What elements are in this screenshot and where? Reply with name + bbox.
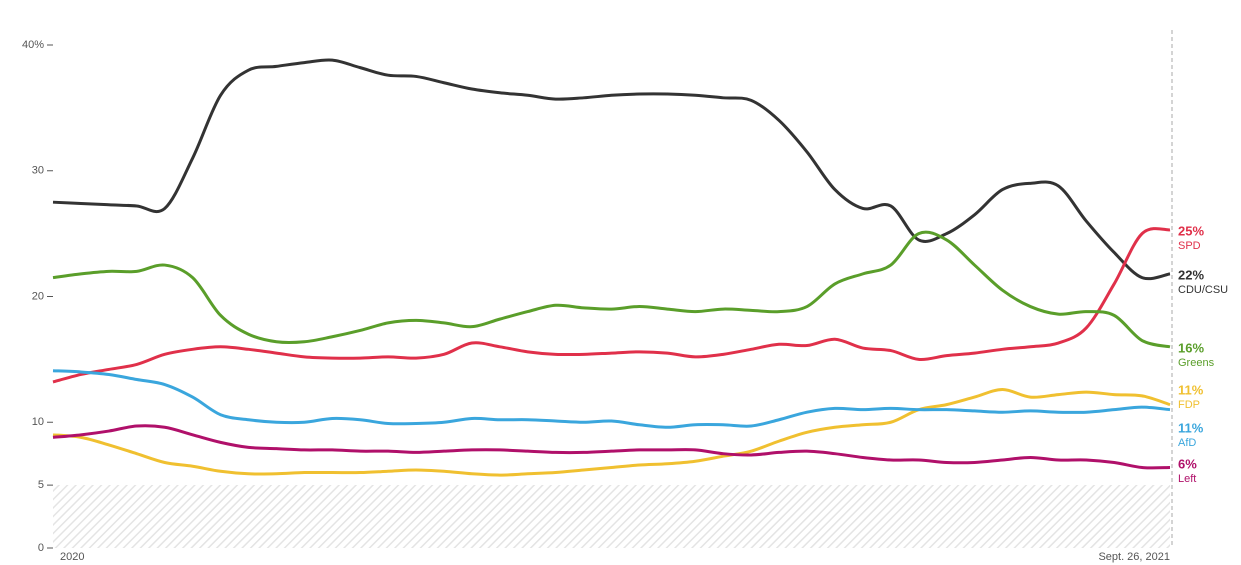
legend-label: CDU/CSU [1178, 284, 1228, 296]
legend-label: SPD [1178, 240, 1201, 252]
series-line [52, 388, 1171, 477]
series-line [52, 58, 1171, 281]
x-tick-label: 2020 [60, 551, 84, 563]
below-threshold-area [53, 485, 1170, 548]
end-value-label: 22% [1178, 267, 1204, 282]
y-tick-label: 20 [32, 290, 44, 302]
end-value-label: 16% [1178, 340, 1204, 355]
series-line [52, 230, 1171, 349]
y-tick-label: 30 [32, 165, 44, 177]
end-value-label: 25% [1178, 223, 1204, 238]
y-tick-label: 10 [32, 416, 44, 428]
x-tick-label: Sept. 26, 2021 [1098, 551, 1170, 563]
end-value-label: 11% [1178, 420, 1204, 435]
legend-label: Left [1178, 473, 1196, 485]
end-value-label: 11% [1178, 382, 1204, 397]
y-tick-label: 5 [38, 479, 44, 491]
legend-label: Greens [1178, 357, 1215, 369]
legend-label: AfD [1178, 437, 1196, 449]
y-tick-label: 40% [22, 39, 44, 51]
series-line [52, 424, 1171, 470]
end-value-label: 6% [1178, 456, 1197, 471]
series-line [52, 227, 1171, 384]
y-tick-label: 0 [38, 542, 44, 554]
legend-label: FDP [1178, 399, 1200, 411]
series-line [52, 369, 1171, 429]
